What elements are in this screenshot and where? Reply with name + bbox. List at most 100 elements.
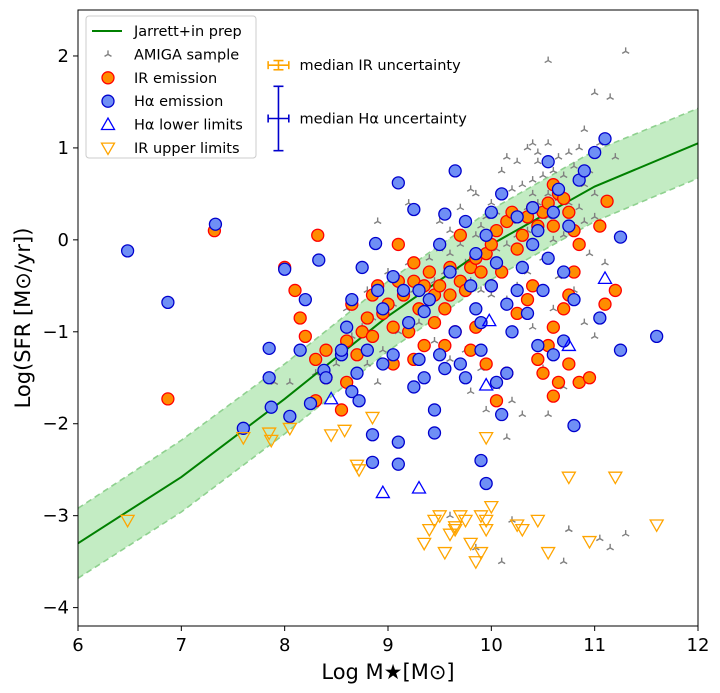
ha-emission-point	[531, 224, 545, 238]
ha-uncertainty	[267, 85, 290, 152]
ha-lower-limit-point	[481, 312, 497, 327]
x-tick-label: 6	[72, 635, 83, 656]
ha-emission-point	[438, 207, 452, 221]
ir-upper-limit-point	[263, 434, 279, 449]
ha-emission-point	[345, 292, 359, 307]
amiga-point	[503, 153, 511, 160]
ha-emission-point	[386, 269, 400, 284]
amiga-point	[544, 56, 552, 64]
ir-upper-limit-point	[607, 471, 623, 485]
legend-ha-lower-swatch	[100, 116, 116, 131]
ha-emission-point	[484, 205, 498, 219]
ir-emission-point	[311, 228, 325, 242]
amiga-point	[580, 217, 589, 225]
ha-emission-point	[412, 283, 426, 298]
ha-emission-point	[283, 409, 297, 424]
ha-emission-point	[495, 407, 509, 422]
ir-upper-limit-point	[119, 514, 136, 529]
ha-emission-point	[551, 182, 566, 196]
ha-emission-point	[352, 394, 366, 408]
ir-emission-point	[417, 338, 431, 353]
ir-upper-limit-point	[336, 424, 353, 438]
ha-emission-point	[376, 302, 390, 316]
ir-upper-limit-point	[473, 510, 489, 524]
ha-emission-point	[236, 421, 250, 435]
amiga-point	[611, 153, 620, 160]
amiga-point	[446, 249, 454, 257]
ir-emission-point	[360, 311, 374, 325]
amiga-point	[430, 336, 439, 344]
ha-emission-point	[536, 283, 550, 298]
ir-upper-limit-point	[478, 431, 494, 446]
ha-emission-point	[422, 292, 436, 307]
amiga-point	[534, 148, 542, 156]
ha-emission-point	[350, 366, 364, 380]
y-tick-label: −4	[42, 598, 69, 619]
amiga-point	[503, 240, 511, 248]
ha-emission-point	[278, 262, 292, 276]
amiga-point	[466, 387, 475, 395]
x-axis-label: Log M★[M⊙]	[321, 660, 454, 684]
ha-emission-point	[396, 283, 411, 298]
ha-emission-point	[368, 236, 383, 251]
x-tick-label: 12	[687, 635, 710, 656]
ha-emission-point	[427, 426, 442, 440]
ha-emission-point	[262, 341, 276, 355]
ha-emission-point	[319, 371, 333, 385]
ha-emission-point	[298, 292, 312, 307]
amiga-point	[554, 153, 563, 160]
ir-emission-point	[562, 357, 576, 371]
ir-upper-limit-point	[432, 510, 448, 524]
ir-emission-point	[608, 283, 622, 298]
x-tick-label: 7	[176, 635, 187, 656]
ha-emission-point	[474, 453, 488, 468]
legend-label-relation: Jarrett+in prep	[133, 24, 242, 40]
ha-emission-point	[355, 260, 369, 275]
ha-emission-point	[613, 230, 628, 244]
amiga-point	[518, 180, 527, 188]
ha-emission-point	[531, 338, 545, 353]
amiga-point	[497, 166, 506, 174]
ha-emission-point	[365, 428, 380, 442]
ha-emission-point	[526, 201, 540, 215]
ir-upper-limit-point	[261, 427, 277, 441]
ha-emission-point	[391, 435, 405, 449]
ir-emission-point	[288, 283, 302, 298]
relation-band-upper-edge	[78, 107, 698, 509]
amiga-point	[606, 93, 614, 100]
legend-ir-upper-swatch	[100, 142, 116, 156]
amiga-point	[565, 148, 573, 156]
ha-lower-limit-point	[478, 377, 494, 391]
ha-emission-point	[479, 228, 493, 242]
amiga-point	[580, 125, 589, 133]
amiga-point	[544, 189, 552, 197]
ha-emission-point	[520, 306, 535, 321]
ha-emission-point	[303, 396, 318, 411]
ir-upper-limit-point	[478, 523, 494, 538]
legend: Jarrett+in prep AMIGA sample IR emission Hα…	[85, 15, 257, 159]
ha-emission-point	[438, 361, 452, 376]
ha-emission-point	[345, 384, 359, 399]
ir-upper-limit-point	[649, 519, 665, 533]
ir-upper-limit-point	[364, 411, 381, 426]
ha-emission-point	[417, 371, 431, 385]
ha-emission-point	[120, 244, 135, 258]
ir-emission-point	[474, 265, 488, 279]
ir-upper-limit-point	[457, 514, 474, 529]
amiga-point	[477, 222, 485, 229]
y-tick-label: 0	[58, 230, 69, 251]
amiga-point	[601, 258, 609, 266]
ha-emission-point	[515, 260, 529, 275]
ir-upper-limit-point	[437, 546, 453, 561]
ha-emission-point	[577, 164, 591, 178]
amiga-point	[528, 323, 537, 330]
ha-lower-limit-point	[323, 391, 339, 405]
ir-emission-point	[546, 219, 560, 233]
ha-emission-point	[161, 295, 175, 310]
amiga-point	[415, 318, 423, 326]
ir-upper-limit-point	[514, 523, 530, 538]
amiga-point	[472, 189, 480, 197]
ir-upper-limit-point	[509, 519, 525, 533]
ir-upper-limit-point	[351, 464, 367, 478]
amiga-point	[518, 410, 527, 418]
